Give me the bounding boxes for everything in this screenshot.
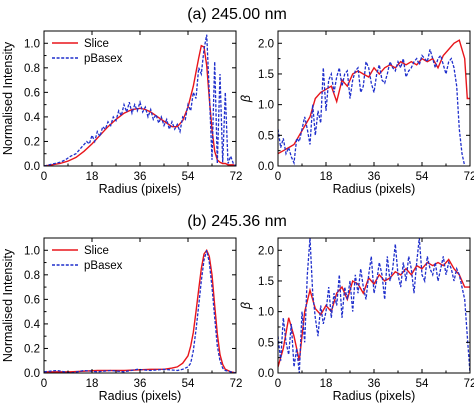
panel-2: 0 18 36 54 72 0.0 0.2 0.4 0.6 0.8 1.0 Radius (pixel… (1, 237, 243, 403)
y-tick-label: 0.2 (24, 343, 40, 355)
y-tick-label: 1.0 (24, 38, 40, 50)
y-tick-label: 0.4 (24, 319, 41, 331)
y-axis-label: Normalised Intensity (1, 248, 15, 362)
y-tick-label: 1.0 (258, 307, 274, 319)
y-tick-label: 0.6 (24, 294, 40, 306)
y-tick-label: 0.6 (24, 87, 40, 99)
x-tick-label: 72 (464, 378, 474, 390)
panel-b-title: (b) 245.36 nm (187, 213, 287, 230)
series-line-pbasex (44, 250, 236, 373)
x-tick-label: 36 (368, 378, 381, 390)
panel-3: 0 18 36 54 72 0.0 0.5 1.0 1.5 2.0 Radius (pixels) β (239, 237, 474, 403)
y-tick-label: 1.0 (24, 245, 40, 257)
series-line-slice (278, 39, 470, 155)
panel-0: 0 18 36 54 72 0.0 0.2 0.4 0.6 0.8 1.0 Radius (pixel… (1, 30, 243, 196)
y-tick-label: 0.0 (258, 161, 274, 173)
series-line-slice (278, 258, 470, 368)
x-tick-label: 54 (416, 171, 429, 183)
plot-frame (43, 30, 237, 167)
x-axis-label: Radius (pixels) (99, 389, 182, 403)
y-tick-label: 0.0 (258, 368, 274, 380)
y-tick-label: 0.0 (24, 368, 40, 380)
series-line-pbasex (44, 34, 236, 166)
x-axis-label: Radius (pixels) (333, 182, 416, 196)
y-tick-label: 2.0 (258, 38, 274, 50)
y-tick-label: 1.0 (258, 100, 274, 112)
y-axis-label: β (239, 302, 253, 310)
legend-label-slice: Slice (84, 38, 109, 50)
x-tick-label: 54 (416, 378, 429, 390)
panel-1: 0 18 36 54 72 0.0 0.5 1.0 1.5 2.0 Radius (pixels) β (239, 30, 474, 196)
x-tick-label: 0 (41, 171, 47, 183)
charts-layer: 0 18 36 54 72 0.0 0.2 0.4 0.6 0.8 1.0 Radius (pixel… (1, 30, 474, 403)
x-tick-label: 18 (86, 171, 99, 183)
x-tick-label: 54 (182, 171, 195, 183)
series-line-slice (44, 44, 236, 166)
plot-frame (43, 237, 237, 374)
x-tick-label: 72 (464, 171, 474, 183)
y-axis-label: β (239, 95, 253, 103)
x-tick-label: 18 (320, 378, 333, 390)
series-line-pbasex (278, 49, 466, 166)
x-axis-label: Radius (pixels) (333, 389, 416, 403)
x-tick-label: 18 (86, 378, 99, 390)
x-tick-label: 36 (134, 171, 147, 183)
y-tick-label: 0.0 (24, 161, 40, 173)
x-tick-label: 36 (134, 378, 147, 390)
y-tick-label: 2.0 (258, 245, 274, 257)
x-axis-label: Radius (pixels) (99, 182, 182, 196)
plot-frame (277, 30, 471, 167)
y-tick-label: 0.8 (24, 270, 40, 282)
x-tick-label: 72 (230, 378, 243, 390)
x-tick-label: 18 (320, 171, 333, 183)
y-tick-label: 0.5 (258, 130, 274, 142)
legend-label-slice: Slice (84, 245, 109, 257)
y-tick-label: 1.5 (258, 276, 274, 288)
x-tick-label: 0 (275, 378, 281, 390)
y-axis-label: Normalised Intensity (1, 41, 15, 155)
y-tick-label: 1.5 (258, 69, 274, 81)
x-tick-label: 0 (41, 378, 47, 390)
series-line-slice (44, 248, 236, 373)
x-tick-label: 0 (275, 171, 281, 183)
x-tick-label: 36 (368, 171, 381, 183)
x-tick-label: 72 (230, 171, 243, 183)
legend-label-pbasex: pBasex (84, 53, 123, 65)
y-tick-label: 0.4 (24, 112, 41, 124)
y-tick-label: 0.8 (24, 63, 40, 75)
legend-label-pbasex: pBasex (84, 260, 123, 272)
x-tick-label: 54 (182, 378, 195, 390)
y-tick-label: 0.2 (24, 136, 40, 148)
panel-a-title: (a) 245.00 nm (187, 6, 287, 23)
y-tick-label: 0.5 (258, 337, 274, 349)
